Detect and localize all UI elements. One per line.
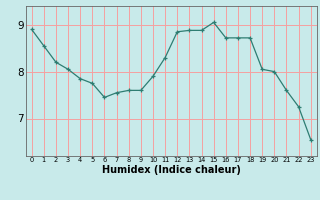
X-axis label: Humidex (Indice chaleur): Humidex (Indice chaleur) [102, 165, 241, 175]
